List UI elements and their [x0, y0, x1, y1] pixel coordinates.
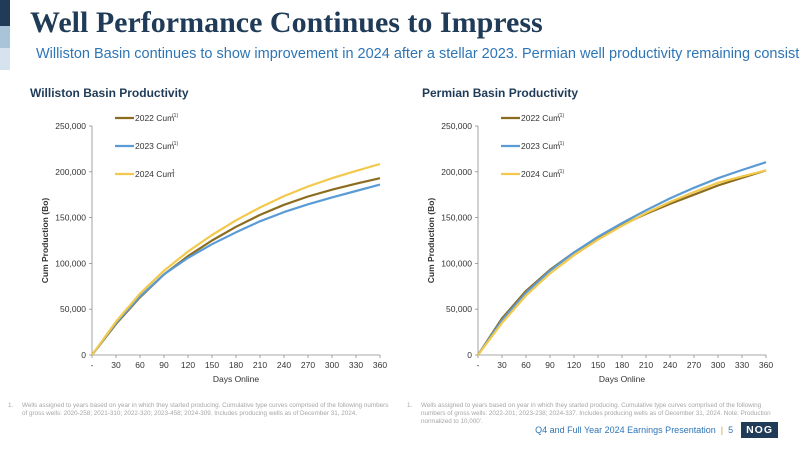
x-tick-label: 90	[159, 360, 169, 370]
series-line-2023-cum	[477, 161, 767, 356]
x-tick-label: 360	[373, 360, 387, 370]
legend-label: 2023 Cum	[135, 141, 174, 151]
x-tick-label: -	[477, 360, 480, 370]
x-axis-title: Days Online	[599, 374, 646, 384]
presentation-name: Q4 and Full Year 2024 Earnings Presentat…	[535, 425, 716, 435]
x-tick-label: 120	[567, 360, 581, 370]
y-axis-title: Cum Production (Bo)	[426, 198, 436, 284]
x-tick-label: 180	[229, 360, 243, 370]
accent-bar-mid	[0, 26, 10, 48]
y-tick-label: 0	[81, 350, 86, 360]
x-tick-label: 300	[711, 360, 725, 370]
x-tick-label: 150	[205, 360, 219, 370]
x-tick-label: 270	[301, 360, 315, 370]
williston-productivity-chart: 0 50,000 100,000 150,000 200,000 250,000 - 30 60…	[40, 113, 387, 384]
x-tick-label: 270	[687, 360, 701, 370]
y-tick-label: 150,000	[441, 213, 472, 223]
y-tick-label: 0	[467, 350, 472, 360]
x-tick-label: 330	[735, 360, 749, 370]
series-line-2022-cum	[91, 177, 381, 356]
y-tick-label: 50,000	[60, 304, 86, 314]
x-tick-label: 240	[277, 360, 291, 370]
page-footer: Q4 and Full Year 2024 Earnings Presentat…	[535, 422, 778, 438]
x-tick-label: 330	[349, 360, 363, 370]
legend-label: 2022 Cum	[521, 113, 560, 123]
y-tick-label: 150,000	[55, 213, 86, 223]
footer-separator: |	[720, 425, 724, 435]
legend-label: 2024 Cum	[521, 169, 560, 179]
series-line-2023-cum	[91, 183, 381, 356]
x-tick-label: 60	[521, 360, 531, 370]
permian-chart-title: Permian Basin Productivity	[422, 86, 579, 100]
company-logo: NOG	[741, 422, 778, 438]
legend-label: 2022 Cum	[135, 113, 174, 123]
x-tick-label: 210	[639, 360, 653, 370]
footnote-number: 1.	[8, 402, 14, 409]
page-number: 5	[728, 425, 734, 435]
footnote-text: Wells assigned to years based on year in…	[421, 402, 771, 425]
footnote-text: Wells assigned to years based on year in…	[22, 402, 389, 417]
permian-productivity-chart: 0 50,000 100,000 150,000 200,000 250,000 - 30 60…	[426, 113, 773, 384]
legend-note: (1)	[172, 141, 178, 147]
x-tick-label: 150	[591, 360, 605, 370]
williston-chart-title: Williston Basin Productivity	[30, 86, 189, 100]
legend-note: (1)	[558, 141, 564, 147]
x-tick-label: 240	[663, 360, 677, 370]
y-tick-label: 100,000	[441, 258, 472, 268]
legend-note: 1	[172, 169, 175, 175]
series-line-2024-cum	[91, 162, 381, 356]
y-tick-label: 100,000	[55, 258, 86, 268]
y-tick-label: 200,000	[55, 167, 86, 177]
page-title: Well Performance Continues to Impress	[30, 6, 543, 39]
x-tick-label: 30	[111, 360, 121, 370]
x-tick-label: 300	[325, 360, 339, 370]
page-subtitle: Williston Basin continues to show improv…	[36, 46, 800, 62]
legend-label: 2024 Cum	[135, 169, 174, 179]
legend-note: (1)	[558, 113, 564, 119]
x-tick-label: 180	[615, 360, 629, 370]
x-tick-label: -	[91, 360, 94, 370]
legend-label: 2023 Cum	[521, 141, 560, 151]
series-line-2022-cum	[477, 169, 767, 356]
y-tick-label: 250,000	[55, 121, 86, 131]
x-tick-label: 90	[545, 360, 555, 370]
legend-note: (1)	[558, 169, 564, 175]
accent-bar-top	[0, 0, 10, 26]
x-tick-label: 30	[497, 360, 507, 370]
x-axis-title: Days Online	[213, 374, 260, 384]
y-tick-label: 50,000	[446, 304, 472, 314]
y-tick-label: 250,000	[441, 121, 472, 131]
y-axis-title: Cum Production (Bo)	[40, 198, 50, 284]
accent-bar-bottom	[0, 48, 10, 70]
x-tick-label: 120	[181, 360, 195, 370]
x-tick-label: 210	[253, 360, 267, 370]
x-tick-label: 360	[759, 360, 773, 370]
legend-note: (1)	[172, 113, 178, 119]
permian-footnote: 1. Wells assigned to years based on year…	[407, 402, 779, 426]
williston-footnote: 1. Wells assigned to years based on year…	[8, 402, 393, 418]
x-tick-label: 60	[135, 360, 145, 370]
series-line-2024-cum	[477, 169, 767, 356]
footnote-number: 1.	[407, 402, 413, 409]
y-tick-label: 200,000	[441, 167, 472, 177]
